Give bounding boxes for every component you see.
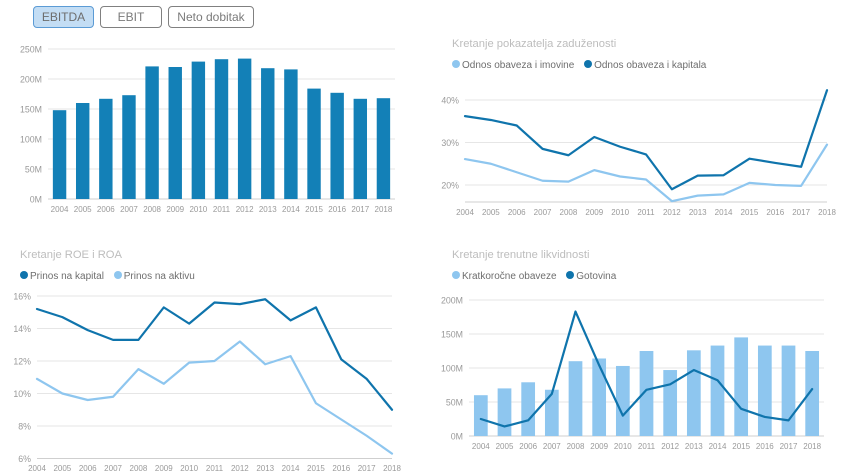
svg-text:2010: 2010 bbox=[614, 442, 632, 451]
svg-text:2016: 2016 bbox=[766, 208, 784, 217]
svg-text:2006: 2006 bbox=[519, 442, 537, 451]
svg-text:2017: 2017 bbox=[351, 205, 369, 214]
svg-text:2018: 2018 bbox=[383, 464, 401, 472]
svg-text:2013: 2013 bbox=[685, 442, 703, 451]
svg-text:2014: 2014 bbox=[282, 205, 300, 214]
svg-text:200M: 200M bbox=[441, 296, 463, 306]
svg-text:2004: 2004 bbox=[51, 205, 69, 214]
svg-text:2009: 2009 bbox=[155, 464, 173, 472]
svg-text:2010: 2010 bbox=[611, 208, 629, 217]
svg-text:2011: 2011 bbox=[638, 442, 656, 451]
svg-text:2016: 2016 bbox=[328, 205, 346, 214]
svg-text:2018: 2018 bbox=[803, 442, 821, 451]
svg-text:2013: 2013 bbox=[256, 464, 274, 472]
svg-text:2007: 2007 bbox=[104, 464, 122, 472]
svg-text:2004: 2004 bbox=[28, 464, 46, 472]
svg-text:2008: 2008 bbox=[143, 205, 161, 214]
svg-text:2012: 2012 bbox=[236, 205, 254, 214]
svg-text:40%: 40% bbox=[441, 96, 459, 106]
svg-text:2008: 2008 bbox=[560, 208, 578, 217]
svg-text:2017: 2017 bbox=[358, 464, 376, 472]
svg-text:2016: 2016 bbox=[756, 442, 774, 451]
svg-text:2013: 2013 bbox=[689, 208, 707, 217]
svg-text:2015: 2015 bbox=[732, 442, 750, 451]
svg-text:2013: 2013 bbox=[259, 205, 277, 214]
svg-text:150M: 150M bbox=[20, 105, 42, 115]
svg-text:2005: 2005 bbox=[482, 208, 500, 217]
svg-text:0M: 0M bbox=[451, 432, 463, 442]
svg-text:2014: 2014 bbox=[715, 208, 733, 217]
svg-text:8%: 8% bbox=[18, 422, 31, 432]
svg-text:2007: 2007 bbox=[534, 208, 552, 217]
svg-text:2005: 2005 bbox=[74, 205, 92, 214]
svg-text:2007: 2007 bbox=[120, 205, 138, 214]
svg-text:30%: 30% bbox=[441, 138, 459, 148]
svg-text:2007: 2007 bbox=[543, 442, 561, 451]
svg-text:20%: 20% bbox=[441, 181, 459, 191]
svg-text:2009: 2009 bbox=[590, 442, 608, 451]
svg-text:2009: 2009 bbox=[585, 208, 603, 217]
svg-text:2011: 2011 bbox=[637, 208, 655, 217]
svg-text:100M: 100M bbox=[20, 135, 42, 145]
svg-text:2015: 2015 bbox=[741, 208, 759, 217]
svg-text:12%: 12% bbox=[13, 357, 31, 367]
svg-text:2010: 2010 bbox=[189, 205, 207, 214]
svg-text:2016: 2016 bbox=[332, 464, 350, 472]
svg-text:2005: 2005 bbox=[496, 442, 514, 451]
svg-text:10%: 10% bbox=[13, 389, 31, 399]
svg-text:2012: 2012 bbox=[661, 442, 679, 451]
svg-text:2004: 2004 bbox=[456, 208, 474, 217]
svg-text:2010: 2010 bbox=[180, 464, 198, 472]
svg-text:250M: 250M bbox=[20, 45, 42, 55]
svg-text:2014: 2014 bbox=[282, 464, 300, 472]
svg-text:100M: 100M bbox=[441, 364, 463, 374]
svg-text:2011: 2011 bbox=[213, 205, 231, 214]
svg-text:2009: 2009 bbox=[166, 205, 184, 214]
svg-text:2017: 2017 bbox=[780, 442, 798, 451]
svg-text:2006: 2006 bbox=[508, 208, 526, 217]
svg-text:2017: 2017 bbox=[792, 208, 810, 217]
svg-text:2011: 2011 bbox=[206, 464, 224, 472]
svg-text:2005: 2005 bbox=[53, 464, 71, 472]
svg-text:150M: 150M bbox=[441, 330, 463, 340]
svg-text:2012: 2012 bbox=[231, 464, 249, 472]
svg-text:6%: 6% bbox=[18, 454, 31, 464]
svg-text:2008: 2008 bbox=[130, 464, 148, 472]
svg-text:50M: 50M bbox=[446, 398, 463, 408]
svg-text:2018: 2018 bbox=[818, 208, 836, 217]
svg-text:50M: 50M bbox=[25, 165, 42, 175]
svg-text:2014: 2014 bbox=[709, 442, 727, 451]
svg-text:0M: 0M bbox=[30, 195, 42, 205]
svg-text:2006: 2006 bbox=[79, 464, 97, 472]
svg-text:2006: 2006 bbox=[97, 205, 115, 214]
svg-text:2015: 2015 bbox=[305, 205, 323, 214]
svg-text:2018: 2018 bbox=[375, 205, 393, 214]
svg-text:2012: 2012 bbox=[663, 208, 681, 217]
svg-text:2008: 2008 bbox=[567, 442, 585, 451]
svg-text:2015: 2015 bbox=[307, 464, 325, 472]
svg-text:2004: 2004 bbox=[472, 442, 490, 451]
svg-text:200M: 200M bbox=[20, 75, 42, 85]
svg-text:16%: 16% bbox=[13, 292, 31, 302]
svg-text:14%: 14% bbox=[13, 324, 31, 334]
